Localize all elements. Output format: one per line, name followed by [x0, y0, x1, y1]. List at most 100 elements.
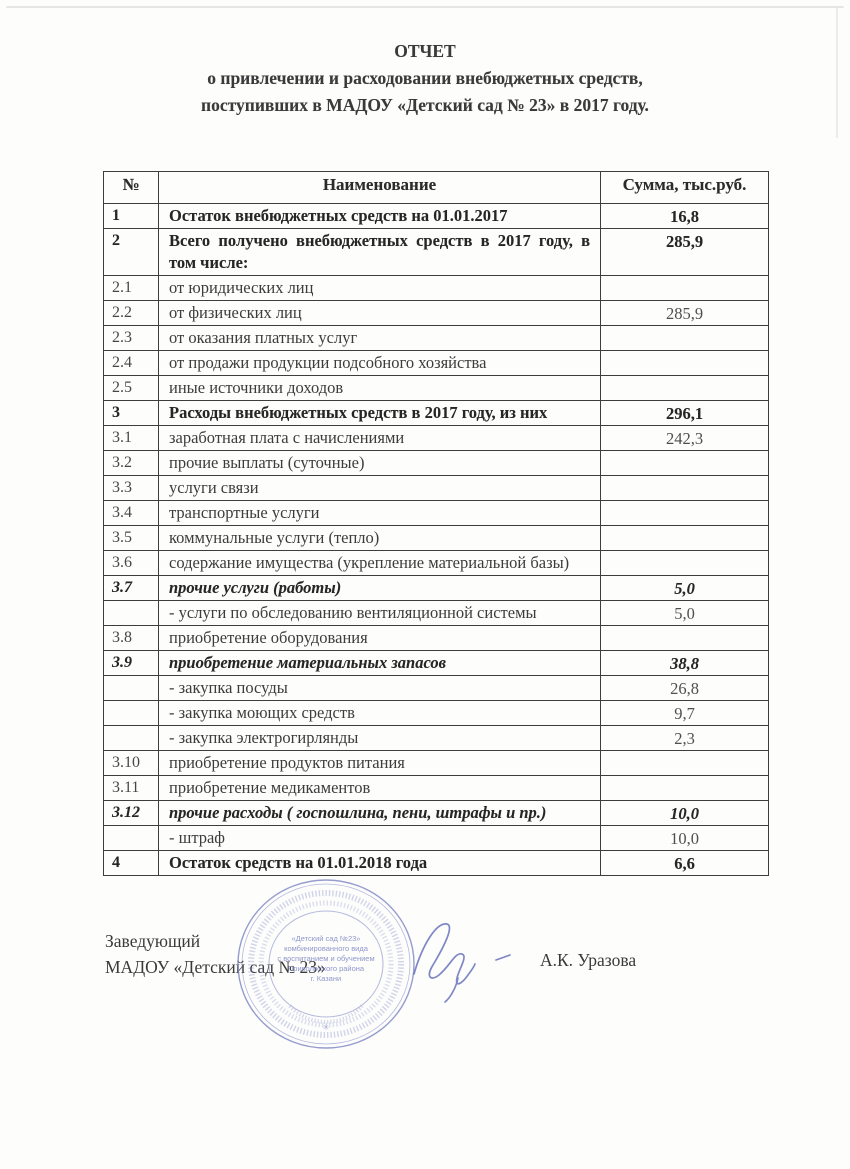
table-row: 3.11 приобретение медикаментов — [103, 775, 769, 801]
row-number: 2.2 — [103, 300, 159, 326]
table-row: 3.12 прочие расходы ( госпошлина, пени, … — [103, 800, 769, 826]
report-title-line1: ОТЧЕТ — [394, 41, 456, 61]
row-name: от физических лиц — [158, 300, 601, 326]
table-row: 3 Расходы внебюджетных средств в 2017 го… — [103, 400, 769, 426]
table-row: 2 Всего получено внебюджетных средств в … — [103, 228, 769, 276]
row-name: коммунальные услуги (тепло) — [158, 525, 601, 551]
header-row: № Наименование Сумма, тыс.руб. — [103, 171, 769, 204]
svg-text:✳: ✳ — [323, 1023, 330, 1032]
table-row: 3.3 услуги связи — [103, 475, 769, 501]
table-row: 2.4 от продажи продукции подсобного хозя… — [103, 350, 769, 376]
row-number — [103, 700, 159, 726]
row-number: 3.6 — [103, 550, 159, 576]
row-name: прочие расходы ( госпошлина, пени, штраф… — [158, 800, 601, 826]
table-row: 3.2 прочие выплаты (суточные) — [103, 450, 769, 476]
row-value — [600, 550, 769, 576]
row-number: 3.11 — [103, 775, 159, 801]
row-number: 3.3 — [103, 475, 159, 501]
scan-artifact-right — [836, 8, 838, 138]
row-value — [600, 475, 769, 501]
row-value: 16,8 — [600, 203, 769, 229]
table-row: 2.2 от физических лиц 285,9 — [103, 300, 769, 326]
row-value — [600, 375, 769, 401]
row-value: 242,3 — [600, 425, 769, 451]
row-value — [600, 500, 769, 526]
row-value: 285,9 — [600, 300, 769, 326]
row-number: 3.10 — [103, 750, 159, 776]
row-name: приобретение оборудования — [158, 625, 601, 651]
signature-scribble — [413, 923, 511, 1003]
table-row: 2.3 от оказания платных услуг — [103, 325, 769, 351]
row-value — [600, 625, 769, 651]
row-number: 2.4 — [103, 350, 159, 376]
row-name: транспортные услуги — [158, 500, 601, 526]
row-number: 4 — [103, 850, 159, 876]
row-value: 9,7 — [600, 700, 769, 726]
row-name: заработная плата с начислениями — [158, 425, 601, 451]
row-number: 3.1 — [103, 425, 159, 451]
row-number — [103, 725, 159, 751]
row-name: - закупка электрогирлянды — [158, 725, 601, 751]
table-row: 3.7 прочие услуги (работы) 5,0 — [103, 575, 769, 601]
row-value: 10,0 — [600, 800, 769, 826]
row-value — [600, 525, 769, 551]
row-name: приобретение материальных запасов — [158, 650, 601, 676]
row-name: - закупка посуды — [158, 675, 601, 701]
report-title-line3: поступивших в МАДОУ «Детский сад № 23» в… — [201, 95, 649, 115]
report-title-line2: о привлечении и расходовании внебюджетны… — [207, 68, 643, 88]
row-name: - штраф — [158, 825, 601, 851]
table-row: - штраф 10,0 — [103, 825, 769, 851]
signatory-role: Заведующий МАДОУ «Детский сад № 23» — [105, 928, 326, 980]
row-number: 3 — [103, 400, 159, 426]
table-row: 3.4 транспортные услуги — [103, 500, 769, 526]
table-row: 3.10 приобретение продуктов питания — [103, 750, 769, 776]
row-value: 5,0 — [600, 575, 769, 601]
row-value — [600, 275, 769, 301]
table-row: - закупка моющих средств 9,7 — [103, 700, 769, 726]
row-name: приобретение медикаментов — [158, 775, 601, 801]
row-value: 38,8 — [600, 650, 769, 676]
row-name: прочие выплаты (суточные) — [158, 450, 601, 476]
row-value — [600, 750, 769, 776]
report-table: № Наименование Сумма, тыс.руб. 1 Остаток… — [103, 171, 769, 876]
report-table-body: 1 Остаток внебюджетных средств на 01.01.… — [103, 203, 769, 876]
row-value — [600, 450, 769, 476]
row-value — [600, 325, 769, 351]
table-row: 3.1 заработная плата с начислениями 242,… — [103, 425, 769, 451]
row-number: 3.5 — [103, 525, 159, 551]
row-name: Расходы внебюджетных средств в 2017 году… — [158, 400, 601, 426]
signatory-role-line2: МАДОУ «Детский сад № 23» — [105, 957, 326, 977]
row-name: Всего получено внебюджетных средств в 20… — [158, 228, 601, 276]
row-name: - закупка моющих средств — [158, 700, 601, 726]
row-value: 2,3 — [600, 725, 769, 751]
header-number: № — [103, 171, 159, 204]
table-row: 2.5 иные источники доходов — [103, 375, 769, 401]
row-name: от продажи продукции подсобного хозяйств… — [158, 350, 601, 376]
signatory-name: А.К. Уразова — [540, 950, 637, 970]
row-value: 10,0 — [600, 825, 769, 851]
row-number — [103, 825, 159, 851]
row-name: иные источники доходов — [158, 375, 601, 401]
row-name: приобретение продуктов питания — [158, 750, 601, 776]
table-row: - закупка электрогирлянды 2,3 — [103, 725, 769, 751]
row-number: 2.5 — [103, 375, 159, 401]
row-number — [103, 675, 159, 701]
row-value — [600, 775, 769, 801]
row-name: прочие услуги (работы) — [158, 575, 601, 601]
row-name: Остаток средств на 01.01.2018 года — [158, 850, 601, 876]
row-number — [103, 600, 159, 626]
report-title: ОТЧЕТ о привлечении и расходовании внебю… — [0, 38, 850, 119]
table-row: 4 Остаток средств на 01.01.2018 года 6,6 — [103, 850, 769, 876]
row-value: 26,8 — [600, 675, 769, 701]
row-number: 3.9 — [103, 650, 159, 676]
row-number: 3.12 — [103, 800, 159, 826]
row-number: 3.8 — [103, 625, 159, 651]
signatory-role-line1: Заведующий — [105, 931, 201, 951]
header-sum: Сумма, тыс.руб. — [600, 171, 769, 204]
row-name: Остаток внебюджетных средств на 01.01.20… — [158, 203, 601, 229]
table-row: 3.6 содержание имущества (укрепление мат… — [103, 550, 769, 576]
row-number: 2.1 — [103, 275, 159, 301]
table-row: - закупка посуды 26,8 — [103, 675, 769, 701]
row-value: 6,6 — [600, 850, 769, 876]
